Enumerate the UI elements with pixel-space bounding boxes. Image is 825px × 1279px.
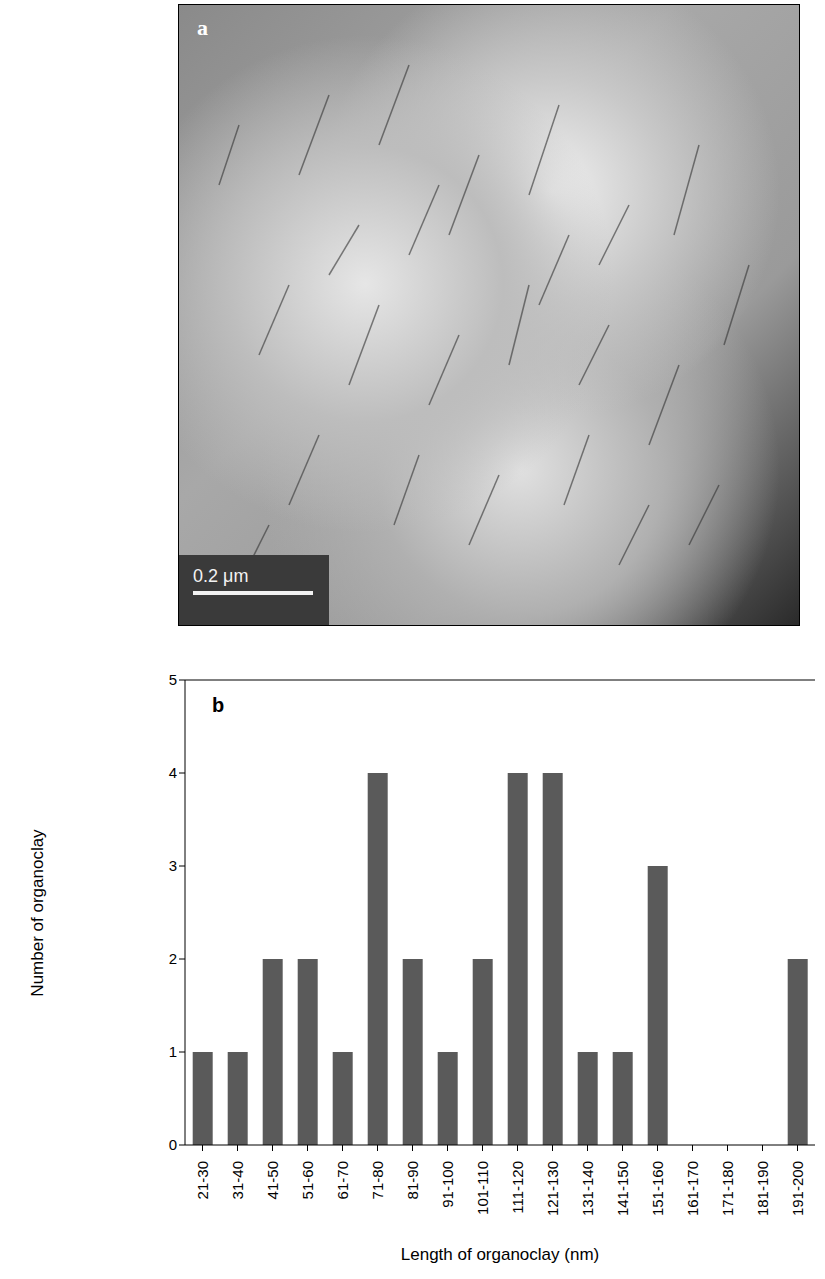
svg-text:41-50: 41-50 bbox=[264, 1161, 281, 1199]
svg-text:1: 1 bbox=[169, 1043, 177, 1060]
svg-text:191-200: 191-200 bbox=[789, 1161, 806, 1216]
svg-text:51-60: 51-60 bbox=[299, 1161, 316, 1199]
svg-text:21-30: 21-30 bbox=[194, 1161, 211, 1199]
svg-text:101-110: 101-110 bbox=[474, 1161, 491, 1215]
svg-text:151-160: 151-160 bbox=[649, 1161, 666, 1216]
html-text:b: b bbox=[212, 694, 225, 716]
svg-text:121-130: 121-130 bbox=[544, 1161, 561, 1216]
svg-text:161-170: 161-170 bbox=[684, 1161, 701, 1216]
svg-text:3: 3 bbox=[169, 857, 177, 874]
html-text:Number of organoclay: Number of organoclay bbox=[28, 828, 47, 997]
html-text:a: a bbox=[197, 15, 208, 40]
html-text:0.2 μm: 0.2 μm bbox=[193, 566, 249, 586]
svg-text:0: 0 bbox=[169, 1136, 177, 1153]
svg-text:71-80: 71-80 bbox=[369, 1161, 386, 1199]
svg-text:61-70: 61-70 bbox=[334, 1161, 351, 1199]
svg-text:141-150: 141-150 bbox=[614, 1161, 631, 1216]
svg-text:171-180: 171-180 bbox=[719, 1161, 736, 1216]
svg-text:181-190: 181-190 bbox=[754, 1161, 771, 1216]
svg-text:2: 2 bbox=[169, 950, 177, 967]
svg-text:Length of organoclay (nm): Length of organoclay (nm) bbox=[401, 1245, 599, 1264]
svg-text:111-120: 111-120 bbox=[509, 1161, 526, 1214]
svg-text:81-90: 81-90 bbox=[404, 1161, 421, 1199]
svg-text:5: 5 bbox=[169, 671, 177, 688]
svg-text:31-40: 31-40 bbox=[229, 1161, 246, 1199]
svg-text:131-140: 131-140 bbox=[579, 1161, 596, 1216]
svg-text:91-100: 91-100 bbox=[439, 1161, 456, 1208]
svg-text:4: 4 bbox=[169, 764, 177, 781]
